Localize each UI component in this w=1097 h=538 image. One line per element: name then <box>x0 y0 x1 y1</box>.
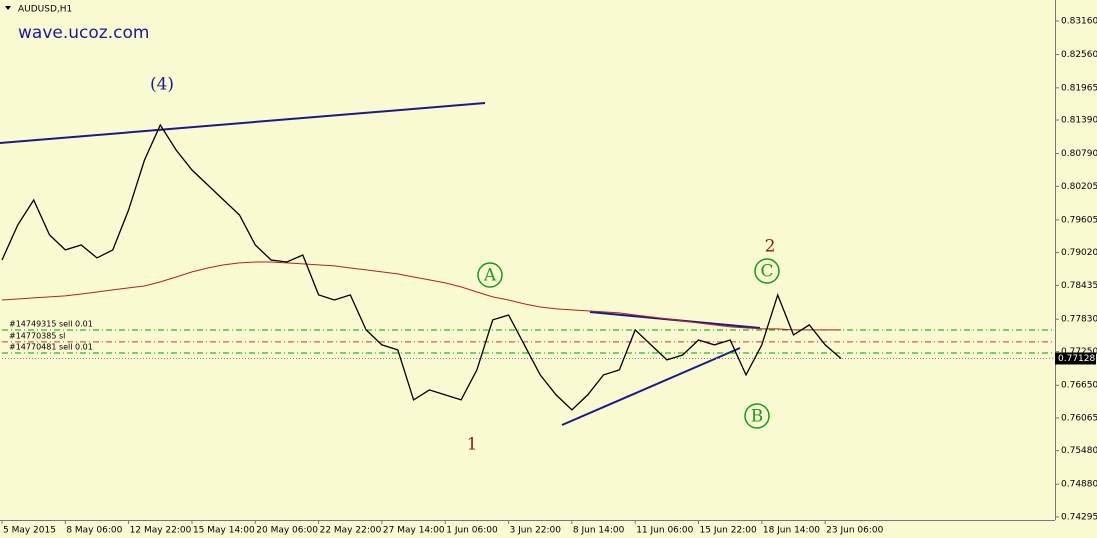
symbol-title: AUDUSD,H1 <box>18 5 72 15</box>
x-tick-label: 15 Jun 22:00 <box>700 526 757 536</box>
y-tick-label: 0.82560 <box>1061 50 1097 60</box>
y-tick-label: 0.81390 <box>1061 116 1097 126</box>
x-tick-label: 20 May 06:00 <box>256 526 318 536</box>
y-tick-label: 0.78435 <box>1061 281 1097 291</box>
wave-circle <box>744 403 770 429</box>
x-tick-label: 15 May 14:00 <box>193 526 255 536</box>
y-tick-label: 0.79020 <box>1061 248 1097 258</box>
x-tick-label: 5 May 2015 <box>3 526 56 536</box>
y-tick-label: 0.77830 <box>1061 315 1097 325</box>
wave-label: 2 <box>765 237 776 257</box>
y-tick-label: 0.74880 <box>1061 480 1097 490</box>
watermark: wave.ucoz.com <box>18 23 149 43</box>
y-tick-label: 0.74295 <box>1061 512 1097 522</box>
wave-label: B <box>751 407 764 427</box>
x-tick-label: 1 Jun 06:00 <box>446 526 498 536</box>
order-label: #14749315 sell 0.01 <box>9 319 93 328</box>
wave-circle <box>754 258 780 284</box>
y-tick-label: 0.81965 <box>1061 83 1097 93</box>
y-tick-label: 0.76650 <box>1061 381 1097 391</box>
wave-label: 1 <box>467 435 478 455</box>
plot <box>1 123 1055 411</box>
y-tick-label: 0.79605 <box>1061 215 1097 225</box>
x-tick-label: 27 May 14:00 <box>383 526 445 536</box>
wave-label: A <box>483 266 497 286</box>
y-tick-label: 0.75480 <box>1061 446 1097 456</box>
current-price-label: 0.77128 <box>1058 354 1095 364</box>
order-label: #14770481 sell 0.01 <box>9 342 93 351</box>
wave-label: (4) <box>150 75 174 95</box>
x-tick-label: 18 Jun 14:00 <box>763 526 820 536</box>
price-line <box>1 123 842 411</box>
wave-label: C <box>760 262 773 282</box>
moving-average <box>1 261 841 331</box>
x-tick-label: 11 Jun 06:00 <box>636 526 693 536</box>
current-price-box <box>1055 352 1096 365</box>
x-tick-label: 23 Jun 06:00 <box>826 526 883 536</box>
x-tick-label: 8 May 06:00 <box>66 526 122 536</box>
x-tick-label: 22 May 22:00 <box>320 526 382 536</box>
y-tick-label: 0.77250 <box>1061 347 1097 357</box>
menu-arrow <box>5 6 11 10</box>
wave-circle <box>477 262 503 288</box>
x-tick-label: 8 Jun 14:00 <box>573 526 625 536</box>
order-label: #14770385 sl <box>9 331 65 340</box>
trend-line <box>0 102 486 144</box>
y-tick-label: 0.83160 <box>1061 17 1097 27</box>
y-tick-label: 0.80205 <box>1061 182 1097 192</box>
y-tick-label: 0.76065 <box>1061 413 1097 423</box>
x-tick-label: 12 May 22:00 <box>130 526 192 536</box>
x-tick-label: 3 Jun 22:00 <box>510 526 562 536</box>
trend-line <box>561 347 741 426</box>
y-tick-label: 0.80790 <box>1061 149 1097 159</box>
